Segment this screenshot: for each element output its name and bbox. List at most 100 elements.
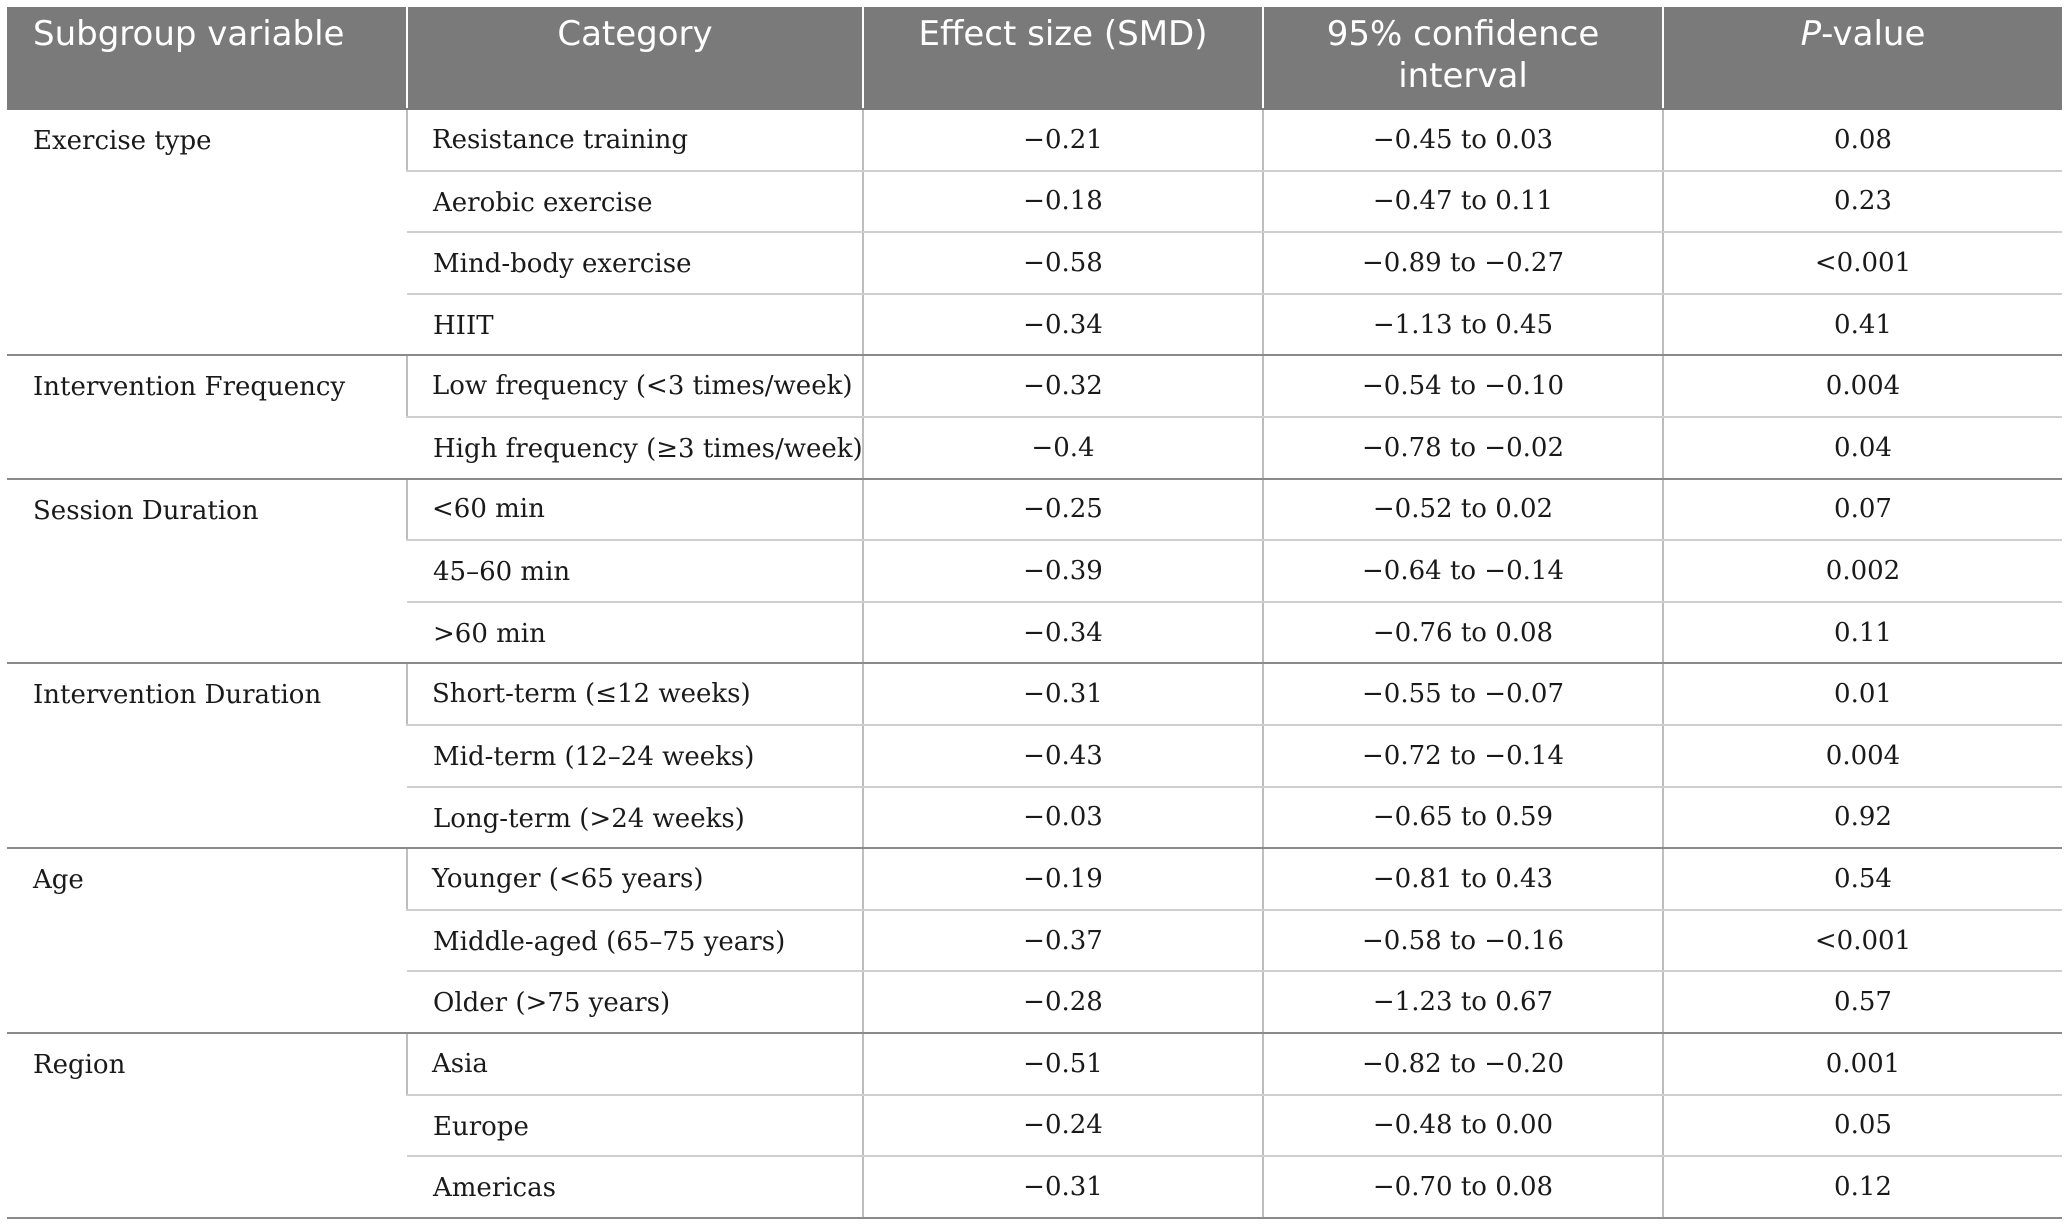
effect-size-cell: −0.18 xyxy=(862,170,1263,234)
confidence-interval-cell: −0.54 to −0.10 xyxy=(1262,355,1663,418)
table-row: >60 min −0.34 −0.76 to 0.08 0.11 xyxy=(7,601,2062,665)
effect-size-cell: −0.25 xyxy=(862,478,1263,542)
category-cell: <60 min xyxy=(406,478,863,542)
table-row: Intervention Frequency Low frequency (<3 … xyxy=(7,355,2062,480)
effect-size-cell: −0.58 xyxy=(862,232,1263,295)
category-cell: Middle-aged (65–75 years) xyxy=(407,909,863,973)
confidence-interval-cell: −0.65 to 0.59 xyxy=(1262,786,1663,850)
table-row: Middle-aged (65–75 years) −0.37 −0.58 to −… xyxy=(7,909,2062,973)
header-p-value: P-value xyxy=(1662,7,2062,110)
table-row: Older (>75 years) −0.28 −1.23 to 0.67 0.57 xyxy=(7,971,2062,1034)
confidence-interval-cell: −0.47 to 0.11 xyxy=(1262,170,1663,234)
p-value-cell: 0.07 xyxy=(1662,478,2062,542)
header-confidence-interval: 95% confidence interval xyxy=(1262,7,1663,110)
table-header: Subgroup variable Category Effect size (… xyxy=(7,7,2062,110)
p-value-cell: 0.12 xyxy=(1662,1156,2062,1219)
category-cell: Mid-term (12–24 weeks) xyxy=(407,724,863,788)
effect-size-cell: −0.32 xyxy=(862,355,1263,418)
effect-size-cell: −0.31 xyxy=(862,1156,1263,1219)
category-cell: Older (>75 years) xyxy=(407,971,863,1034)
table-row: Europe −0.24 −0.48 to 0.00 0.05 xyxy=(7,1094,2062,1158)
p-value-cell: 0.92 xyxy=(1662,786,2062,850)
confidence-interval-cell: −0.64 to −0.14 xyxy=(1262,540,1663,603)
effect-size-cell: −0.21 xyxy=(862,109,1263,172)
confidence-interval-cell: −0.58 to −0.16 xyxy=(1262,909,1663,973)
table-row: HIIT −0.34 −1.13 to 0.45 0.41 xyxy=(7,293,2062,357)
category-cell: HIIT xyxy=(407,293,863,357)
category-cell: Resistance training xyxy=(406,109,863,172)
table-row: Age Younger (<65 years) −0.19 −0.81 to 0.43… xyxy=(7,848,2062,1034)
confidence-interval-cell: −0.55 to −0.07 xyxy=(1262,663,1663,726)
table-row: Intervention Duration Short-term (≤12 wee… xyxy=(7,663,2062,850)
category-cell: Europe xyxy=(407,1094,863,1158)
confidence-interval-cell: −0.70 to 0.08 xyxy=(1262,1156,1663,1219)
category-cell: Short-term (≤12 weeks) xyxy=(406,663,863,726)
p-value-cell: 0.004 xyxy=(1662,724,2062,788)
header-subgroup-variable: Subgroup variable xyxy=(7,7,407,110)
subgroup-variable-cell: Session Duration xyxy=(7,478,407,665)
category-cell: >60 min xyxy=(407,601,863,665)
table-row: Session Duration <60 min −0.25 −0.52 to 0.0… xyxy=(7,478,2062,665)
subgroup-variable-cell: Exercise type xyxy=(7,109,407,357)
confidence-interval-cell: −1.13 to 0.45 xyxy=(1262,293,1663,357)
confidence-interval-cell: −1.23 to 0.67 xyxy=(1262,971,1663,1034)
subgroup-variable-cell: Intervention Frequency xyxy=(7,355,407,480)
effect-size-cell: −0.4 xyxy=(862,416,1263,480)
p-value-cell: 0.41 xyxy=(1662,293,2062,357)
table-row: 45–60 min −0.39 −0.64 to −0.14 0.002 xyxy=(7,540,2062,603)
effect-size-cell: −0.43 xyxy=(862,724,1263,788)
category-cell: Low frequency (<3 times/week) xyxy=(406,355,863,418)
confidence-interval-cell: −0.72 to −0.14 xyxy=(1262,724,1663,788)
confidence-interval-cell: −0.89 to −0.27 xyxy=(1262,232,1663,295)
header-row: Subgroup variable Category Effect size (… xyxy=(7,7,2062,110)
p-value-cell: 0.57 xyxy=(1662,971,2062,1034)
p-value-cell: 0.23 xyxy=(1662,170,2062,234)
category-cell: Aerobic exercise xyxy=(407,170,863,234)
table-row: Aerobic exercise −0.18 −0.47 to 0.11 0.23 xyxy=(7,170,2062,234)
table-row: Americas −0.31 −0.70 to 0.08 0.12 xyxy=(7,1156,2062,1219)
confidence-interval-cell: −0.81 to 0.43 xyxy=(1262,848,1663,911)
p-value-cell: <0.001 xyxy=(1662,232,2062,295)
category-cell: 45–60 min xyxy=(407,540,863,603)
p-value-cell: 0.04 xyxy=(1662,416,2062,480)
subgroup-analysis-table: Subgroup variable Category Effect size (… xyxy=(7,7,2062,1219)
p-value-cell: 0.01 xyxy=(1662,663,2062,726)
p-value-cell: 0.08 xyxy=(1662,109,2062,172)
p-value-cell: 0.11 xyxy=(1662,601,2062,665)
confidence-interval-cell: −0.45 to 0.03 xyxy=(1262,109,1663,172)
table-row: Long-term (>24 weeks) −0.03 −0.65 to 0.59 0… xyxy=(7,786,2062,850)
confidence-interval-cell: −0.52 to 0.02 xyxy=(1262,478,1663,542)
effect-size-cell: −0.37 xyxy=(862,909,1263,973)
category-cell: High frequency (≥3 times/week) xyxy=(407,416,863,480)
subgroup-variable-cell: Age xyxy=(7,848,407,1034)
table-row: Mid-term (12–24 weeks) −0.43 −0.72 to −0.1… xyxy=(7,724,2062,788)
effect-size-cell: −0.03 xyxy=(862,786,1263,850)
p-value-cell: 0.001 xyxy=(1662,1032,2062,1096)
table-row: Exercise type Resistance training −0.21 −0.… xyxy=(7,109,2062,357)
p-value-cell: 0.002 xyxy=(1662,540,2062,603)
header-p-letter: P xyxy=(1800,14,1822,54)
header-p-suffix: -value xyxy=(1821,14,1926,54)
table-row: High frequency (≥3 times/week) −0.4 −0.78 … xyxy=(7,416,2062,480)
p-value-cell: 0.05 xyxy=(1662,1094,2062,1158)
effect-size-cell: −0.19 xyxy=(862,848,1263,911)
subgroup-variable-cell: Region xyxy=(7,1032,407,1219)
effect-size-cell: −0.31 xyxy=(862,663,1263,726)
header-effect-size: Effect size (SMD) xyxy=(862,7,1263,110)
confidence-interval-cell: −0.82 to −0.20 xyxy=(1262,1032,1663,1096)
effect-size-cell: −0.34 xyxy=(862,293,1263,357)
header-category: Category xyxy=(406,7,863,110)
table-row: Region Asia −0.51 −0.82 to −0.20 0.001 xyxy=(7,1032,2062,1219)
effect-size-cell: −0.34 xyxy=(862,601,1263,665)
subgroup-variable-cell: Intervention Duration xyxy=(7,663,407,850)
p-value-cell: <0.001 xyxy=(1662,909,2062,973)
effect-size-cell: −0.28 xyxy=(862,971,1263,1034)
effect-size-cell: −0.51 xyxy=(862,1032,1263,1096)
p-value-cell: 0.004 xyxy=(1662,355,2062,418)
category-cell: Mind-body exercise xyxy=(407,232,863,295)
p-value-cell: 0.54 xyxy=(1662,848,2062,911)
effect-size-cell: −0.39 xyxy=(862,540,1263,603)
category-cell: Asia xyxy=(406,1032,863,1096)
table-row: Mind-body exercise −0.58 −0.89 to −0.27 <0.… xyxy=(7,232,2062,295)
effect-size-cell: −0.24 xyxy=(862,1094,1263,1158)
